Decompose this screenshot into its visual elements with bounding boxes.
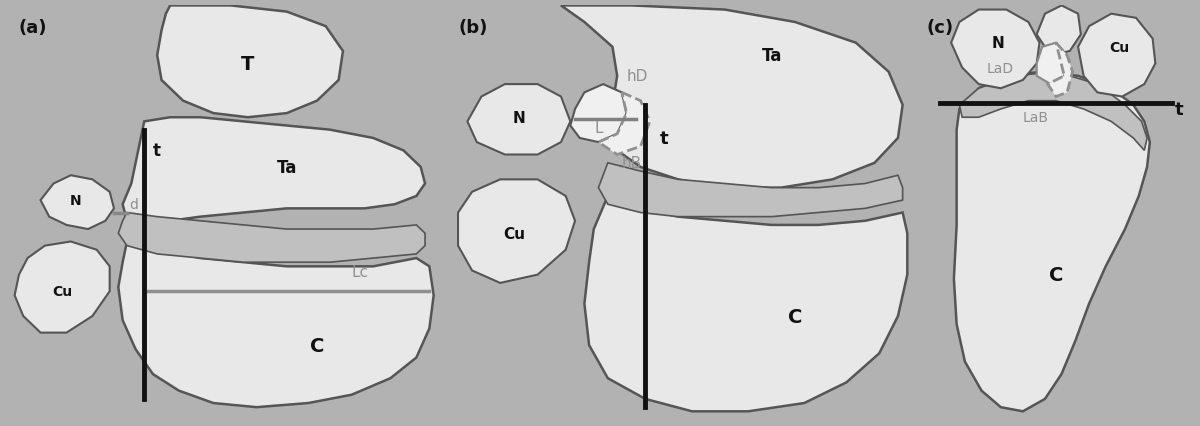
Polygon shape	[960, 72, 1147, 151]
Text: Cu: Cu	[52, 285, 72, 299]
Text: Ta: Ta	[277, 158, 296, 176]
Text: LaB: LaB	[1022, 111, 1049, 125]
Text: LaD: LaD	[986, 61, 1014, 75]
Text: hB: hB	[622, 156, 642, 171]
Text: (a): (a)	[19, 19, 48, 37]
Polygon shape	[122, 118, 425, 225]
Text: C: C	[310, 336, 324, 355]
Text: C: C	[788, 307, 802, 326]
Polygon shape	[599, 164, 902, 217]
Polygon shape	[41, 176, 114, 230]
Polygon shape	[468, 85, 570, 155]
Polygon shape	[599, 93, 650, 155]
Polygon shape	[14, 242, 109, 333]
Text: N: N	[991, 36, 1004, 51]
Text: (c): (c)	[926, 19, 954, 37]
Polygon shape	[157, 6, 343, 118]
Text: C: C	[1049, 265, 1063, 285]
Text: hD: hD	[626, 69, 648, 84]
Text: t: t	[1175, 101, 1183, 119]
Text: Lc: Lc	[352, 264, 368, 279]
Text: Cu: Cu	[503, 226, 526, 241]
Polygon shape	[1078, 14, 1156, 97]
Polygon shape	[119, 213, 425, 262]
Polygon shape	[1037, 6, 1081, 56]
Text: Cu: Cu	[1110, 41, 1129, 55]
Polygon shape	[562, 6, 902, 188]
Text: (b): (b)	[458, 19, 487, 37]
Polygon shape	[1037, 43, 1067, 85]
Text: Ta: Ta	[762, 47, 781, 65]
Text: L: L	[594, 121, 602, 136]
Text: T: T	[241, 55, 254, 74]
Polygon shape	[1048, 43, 1073, 97]
Text: N: N	[512, 110, 526, 125]
Polygon shape	[952, 11, 1039, 89]
Polygon shape	[119, 242, 433, 407]
Text: t: t	[659, 130, 668, 147]
Polygon shape	[570, 85, 626, 143]
Polygon shape	[954, 72, 1150, 412]
Text: d: d	[130, 198, 138, 212]
Polygon shape	[584, 196, 907, 412]
Text: N: N	[70, 194, 80, 207]
Text: t: t	[152, 142, 161, 160]
Polygon shape	[458, 180, 575, 283]
